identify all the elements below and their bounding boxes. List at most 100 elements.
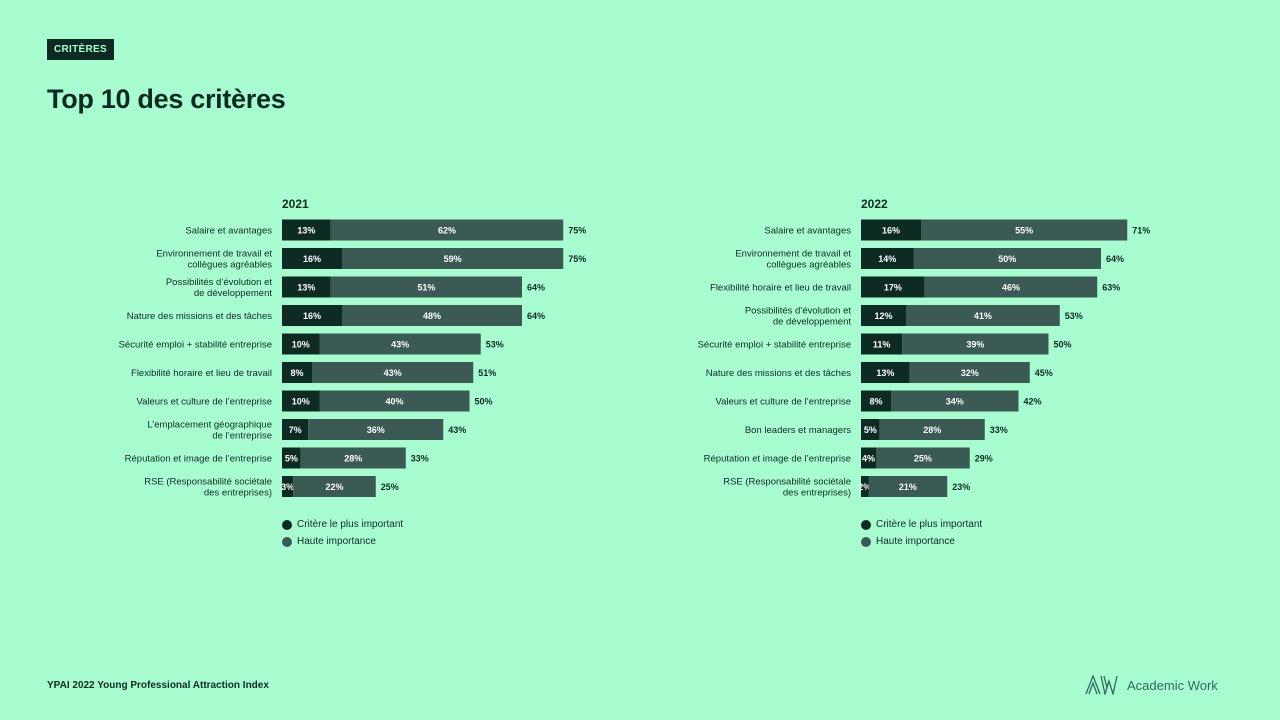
bar-segment-top bbox=[282, 447, 301, 469]
academic-work-logo: Academic Work bbox=[1085, 675, 1218, 695]
total-label: 33% bbox=[411, 454, 429, 464]
bar-segment-high bbox=[906, 305, 1060, 326]
category-label: L’emplacement géographique de l’entrepris… bbox=[147, 420, 272, 442]
bar-segment-high bbox=[293, 476, 376, 497]
category-label: Salaire et avantages bbox=[764, 226, 851, 237]
data-label: 13% bbox=[876, 368, 894, 378]
bar-segment-top bbox=[282, 276, 331, 298]
chart-svg: Salaire et avantages 13% 62% 75% Environneme… bbox=[119, 219, 586, 499]
chart-2021: 2021 Salaire et avantages 13% 62% 75% Enviro… bbox=[0, 195, 587, 565]
category-label-line: Nature des missions et des tâches bbox=[706, 368, 851, 379]
legend-label-top: Critère le plus important bbox=[876, 519, 983, 530]
legend-item-high: Haute importance bbox=[282, 533, 403, 550]
legend-dot-top bbox=[282, 519, 292, 530]
data-label: 34% bbox=[946, 397, 964, 407]
data-label: 8% bbox=[290, 368, 303, 378]
bar-segment-top bbox=[282, 248, 342, 269]
legend-dot-top bbox=[861, 519, 871, 530]
data-label: 46% bbox=[1002, 283, 1020, 293]
bar-segment-top bbox=[861, 333, 903, 355]
category-label: Nature des missions et des tâches bbox=[127, 311, 272, 322]
legend-item-top: Critère le plus important bbox=[282, 516, 403, 533]
legend-item-high: Haute importance bbox=[861, 533, 982, 550]
category-label-line: Possibilités d’évolution et bbox=[745, 306, 852, 317]
category-label-line: Nature des missions et des tâches bbox=[127, 311, 272, 322]
total-label: 50% bbox=[1054, 340, 1072, 350]
total-label: 53% bbox=[486, 340, 504, 350]
category-label: Sécurité emploi + stabilité entreprise bbox=[119, 340, 272, 351]
category-label-line: Sécurité emploi + stabilité entreprise bbox=[119, 340, 272, 351]
category-label: Réputation et image de l’entreprise bbox=[125, 454, 272, 465]
bar-segment-high bbox=[319, 333, 481, 355]
bar-segment-top bbox=[282, 419, 309, 440]
data-label: 43% bbox=[384, 368, 402, 378]
category-label-line: Valeurs et culture de l’entreprise bbox=[136, 397, 272, 408]
data-label: 11% bbox=[873, 340, 891, 350]
bar-segment-high bbox=[319, 390, 470, 412]
bar-segment-high bbox=[342, 248, 564, 269]
data-label: 10% bbox=[292, 397, 310, 407]
footer-text: YPAI 2022 Young Professional Attraction … bbox=[47, 680, 269, 691]
logo-text: Academic Work bbox=[1127, 677, 1218, 693]
data-label: 21% bbox=[899, 482, 917, 492]
data-label: 13% bbox=[297, 283, 315, 293]
category-label: Possibilités d’évolution et de développem… bbox=[745, 306, 852, 328]
category-label-line: des entreprises) bbox=[783, 488, 851, 499]
legend-label-high: Haute importance bbox=[876, 536, 955, 547]
data-label: 48% bbox=[423, 311, 441, 321]
category-label: Flexibilité horaire et lieu de travail bbox=[710, 283, 851, 294]
data-label: 3% bbox=[281, 482, 294, 492]
total-label: 64% bbox=[1106, 254, 1124, 264]
data-label: 8% bbox=[869, 397, 882, 407]
total-label: 33% bbox=[990, 425, 1008, 435]
category-label-line: RSE (Responsabilité sociétale bbox=[723, 477, 851, 488]
bar-segment-top bbox=[282, 390, 320, 412]
total-label: 23% bbox=[952, 482, 970, 492]
category-label: Valeurs et culture de l’entreprise bbox=[136, 397, 272, 408]
data-label: 59% bbox=[444, 254, 462, 264]
data-label: 12% bbox=[874, 311, 892, 321]
total-label: 64% bbox=[527, 311, 545, 321]
bar-segment-high bbox=[330, 219, 564, 241]
bar-segment-top bbox=[282, 333, 320, 355]
section-badge: CRITÈRES bbox=[47, 39, 114, 60]
data-label: 43% bbox=[391, 340, 409, 350]
data-label: 4% bbox=[862, 454, 875, 464]
total-label: 42% bbox=[1024, 397, 1042, 407]
bar-segment-top bbox=[282, 362, 312, 383]
category-label-line: Environnement de travail et bbox=[156, 249, 272, 260]
total-label: 63% bbox=[1102, 283, 1120, 293]
data-label: 13% bbox=[297, 226, 315, 236]
legend: Critère le plus important Haute importan… bbox=[282, 516, 403, 550]
aw-logo-icon bbox=[1085, 675, 1118, 695]
bar-segment-high bbox=[879, 419, 985, 440]
category-label-line: de développement bbox=[194, 288, 273, 299]
total-label: 50% bbox=[475, 397, 493, 407]
total-label: 29% bbox=[975, 454, 993, 464]
category-label-line: Valeurs et culture de l’entreprise bbox=[715, 397, 851, 408]
data-label: 28% bbox=[344, 454, 362, 464]
bar-segment-top bbox=[861, 219, 921, 241]
category-label-line: Flexibilité horaire et lieu de travail bbox=[131, 368, 272, 379]
data-label: 41% bbox=[974, 311, 992, 321]
category-label-line: Bon leaders et managers bbox=[745, 425, 851, 436]
data-label: 14% bbox=[878, 254, 896, 264]
category-label: Flexibilité horaire et lieu de travail bbox=[131, 368, 272, 379]
bar-segment-high bbox=[308, 419, 444, 440]
bar-segment-high bbox=[921, 219, 1128, 241]
data-label: 22% bbox=[325, 482, 343, 492]
category-label-line: RSE (Responsabilité sociétale bbox=[144, 477, 272, 488]
category-label: Environnement de travail et collègues agr… bbox=[156, 249, 272, 271]
bar-segment-top bbox=[282, 305, 342, 326]
category-label-line: Réputation et image de l’entreprise bbox=[704, 454, 851, 465]
bar-segment-high bbox=[342, 305, 522, 326]
legend: Critère le plus important Haute importan… bbox=[861, 516, 982, 550]
chart-title: 2021 bbox=[282, 197, 309, 211]
data-label: 17% bbox=[884, 283, 902, 293]
chart-2022: 2022 Salaire et avantages 16% 55% 71% Enviro… bbox=[579, 195, 1151, 565]
legend-dot-high bbox=[861, 536, 871, 547]
bar-segment-high bbox=[300, 447, 406, 469]
chart-svg: Salaire et avantages 16% 55% 71% Environneme… bbox=[698, 219, 1150, 499]
bar-segment-high bbox=[330, 276, 522, 298]
legend-label-top: Critère le plus important bbox=[297, 519, 404, 530]
